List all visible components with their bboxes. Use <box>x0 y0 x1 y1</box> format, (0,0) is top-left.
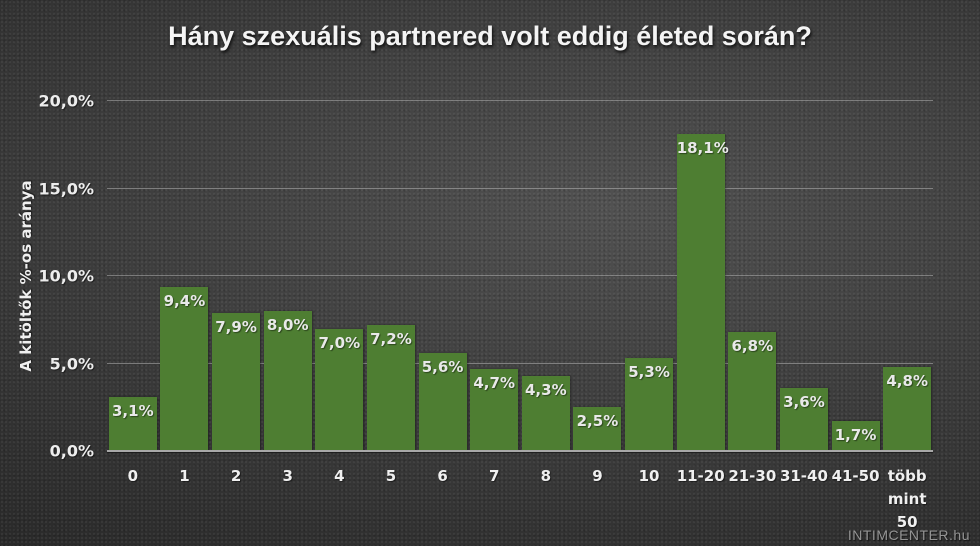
bar-slot: 5,3% <box>623 101 675 451</box>
bar-slot: 6,8% <box>727 101 779 451</box>
bar-value-label: 18,1% <box>676 139 729 158</box>
gridline <box>107 187 933 189</box>
bar-slot: 9,4% <box>159 101 211 451</box>
bar-2: 7,9% <box>212 312 261 451</box>
bar-value-label: 4,7% <box>473 373 515 392</box>
bar-slot: 4,8% <box>881 101 933 451</box>
x-tick-label: 10 <box>638 467 660 485</box>
x-tick-label: 1 <box>179 467 190 485</box>
y-tick-label: 20,0% <box>38 91 94 111</box>
bar-value-label: 5,3% <box>628 363 670 382</box>
gridline <box>107 100 933 101</box>
x-tick-label: 5 <box>385 467 397 485</box>
bar-slot: 7,2% <box>365 101 417 451</box>
bar-value-label: 7,9% <box>215 317 257 336</box>
x-tick-label: 0 <box>127 467 139 485</box>
bar-11-20: 18,1% <box>676 134 729 451</box>
x-axis-labels: 0 1 2 3 4 5 6 7 8 9 10 11-20 21-30 31-40 41-50 több min… <box>107 465 933 534</box>
x-tick-label: 9 <box>592 467 603 485</box>
bar-3: 8,0% <box>263 311 312 451</box>
bar-több mint 50: 4,8% <box>883 367 932 451</box>
bar-value-label: 4,8% <box>886 372 928 390</box>
y-tick-label: 10,0% <box>38 266 94 286</box>
x-tick-label: 21-30 <box>728 467 777 485</box>
bar-slot: 1,7% <box>830 101 882 451</box>
x-tick-label: 4 <box>334 467 345 485</box>
x-tick-label: 7 <box>488 467 500 485</box>
bar-value-label: 4,3% <box>525 380 567 399</box>
bar-4: 7,0% <box>315 328 364 451</box>
x-tick-label: 6 <box>437 467 448 485</box>
bar-7: 4,7% <box>470 368 519 451</box>
y-tick-label: 15,0% <box>38 179 94 198</box>
bar-slot: 7,9% <box>210 101 262 451</box>
y-axis-title: A kitöltők %-os aránya <box>17 180 35 372</box>
bar-21-30: 6,8% <box>728 332 777 451</box>
watermark: INTIMCENTER.hu <box>847 527 970 543</box>
bar-slot: 3,6% <box>778 101 830 451</box>
bar-value-label: 5,6% <box>421 358 464 376</box>
bar-value-label: 1,7% <box>834 426 877 445</box>
gridline <box>107 362 933 364</box>
x-tick-label: 11-20 <box>676 467 725 485</box>
bar-1: 9,4% <box>160 286 209 451</box>
bar-value-label: 2,5% <box>576 412 619 431</box>
bar-8: 4,3% <box>521 375 570 451</box>
bar-value-label: 7,2% <box>370 330 412 348</box>
bar-slot: 4,3% <box>520 101 572 451</box>
bar-value-label: 6,8% <box>731 337 774 355</box>
bar-9: 2,5% <box>573 407 622 451</box>
bar-31-40: 3,6% <box>779 388 828 451</box>
bar-0: 3,1% <box>108 396 157 451</box>
bar-slot: 2,5% <box>572 101 624 451</box>
bar-slot: 4,7% <box>468 101 520 451</box>
bars-container: 3,1% 9,4% 7,9% 8,0% 7,0% 7,2% 5,6% 4,7% 4,3% 2,5%… <box>107 101 933 451</box>
bar-slot: 3,1% <box>107 101 159 451</box>
bar-slot: 18,1% <box>675 101 729 451</box>
x-tick-label: 2 <box>230 467 242 485</box>
gridline <box>107 275 933 276</box>
bar-value-label: 9,4% <box>163 291 206 310</box>
x-tick-label: 41-50 <box>831 467 880 485</box>
x-tick-label: több mint 50 <box>887 467 927 531</box>
bar-value-label: 8,0% <box>266 316 309 334</box>
bar-value-label: 3,1% <box>112 401 154 420</box>
bar-slot: 8,0% <box>262 101 314 451</box>
x-tick-label: 3 <box>282 467 293 485</box>
bar-6: 5,6% <box>418 353 467 451</box>
y-tick-label: 0,0% <box>49 441 94 461</box>
bar-5: 7,2% <box>366 325 415 451</box>
plot-area: 0,0% 5,0% 10,0% 15,0% 20,0% 3,1% 9,4% 7,9% 8,0%… <box>38 92 933 461</box>
x-tick-label: 31-40 <box>779 467 828 485</box>
bar-10: 5,3% <box>625 358 674 451</box>
x-tick-label: 8 <box>540 467 552 485</box>
y-tick-label: 5,0% <box>49 354 94 373</box>
bar-41-50: 1,7% <box>831 421 880 451</box>
bar-slot: 5,6% <box>417 101 469 451</box>
chart-title: Hány szexuális partnered volt eddig élet… <box>168 21 812 51</box>
bar-value-label: 7,0% <box>318 333 361 352</box>
x-axis-line <box>107 450 933 452</box>
bar-value-label: 3,6% <box>783 393 825 411</box>
bar-slot: 7,0% <box>314 101 366 451</box>
